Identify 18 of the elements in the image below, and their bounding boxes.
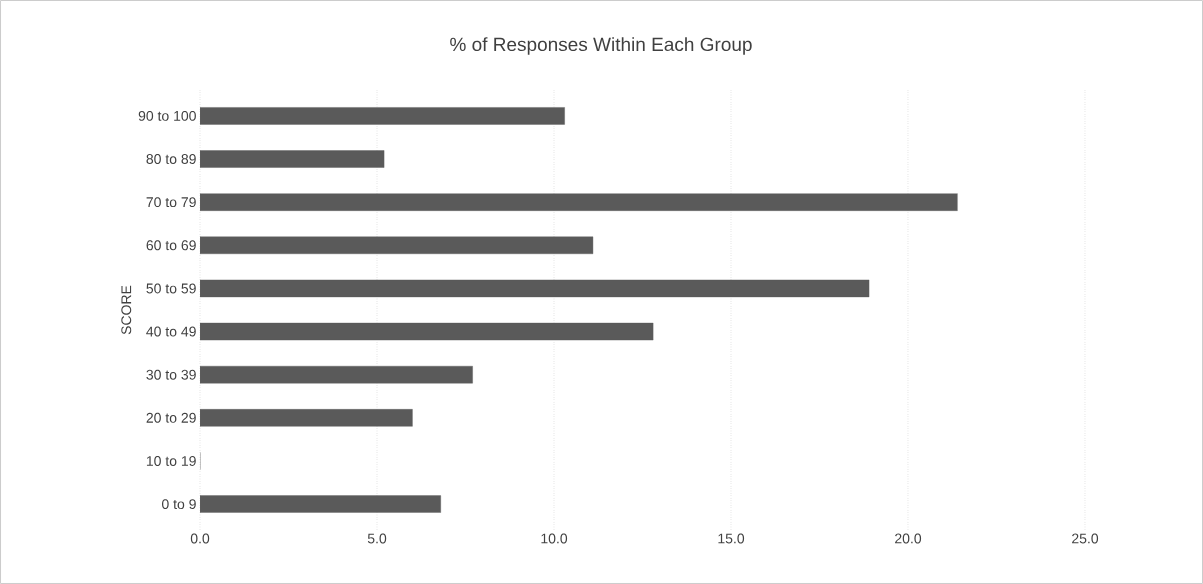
- y-tick-label: 80 to 89: [146, 154, 196, 164]
- x-tick-label: 25.0: [1072, 533, 1099, 544]
- y-tick-label: 20 to 29: [146, 412, 196, 423]
- y-tick-label: 0 to 9: [162, 499, 196, 510]
- y-axis-title: SCORE: [121, 285, 132, 335]
- x-tick-label: 5.0: [367, 533, 387, 544]
- x-tick-label: 20.0: [895, 533, 922, 544]
- x-tick-label: 0.0: [190, 533, 210, 544]
- x-tick-label: 10.0: [541, 533, 568, 544]
- chart-title: % of Responses Within Each Group: [450, 37, 752, 55]
- y-tick-label: 40 to 49: [146, 326, 196, 337]
- x-tick-label: 15.0: [718, 533, 745, 544]
- y-tick-label: 50 to 59: [146, 283, 196, 294]
- y-tick-label: 10 to 19: [146, 456, 196, 466]
- y-tick-label: 30 to 39: [146, 369, 196, 380]
- y-tick-label: 60 to 69: [146, 240, 196, 251]
- y-tick-label: 70 to 79: [146, 197, 196, 208]
- y-tick-label: 90 to 100: [138, 110, 196, 121]
